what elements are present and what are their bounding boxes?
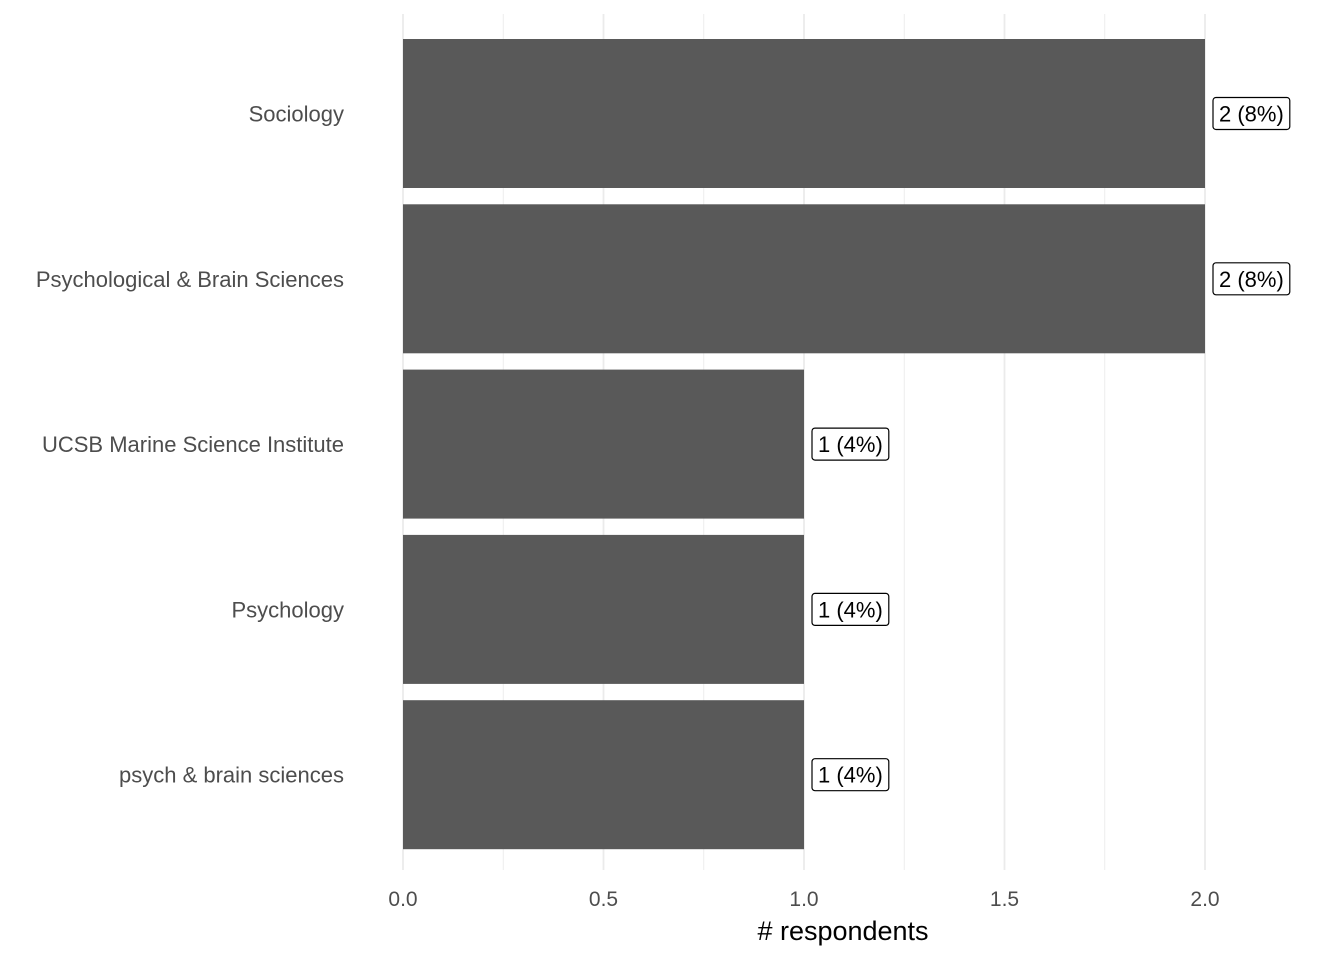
- category-label: Psychology: [231, 597, 344, 622]
- data-label-box: [811, 758, 890, 792]
- x-tick-label: 1.0: [789, 888, 818, 911]
- x-tick-label: 2.0: [1190, 888, 1219, 911]
- data-label-text: 2 (8%): [1219, 267, 1284, 292]
- data-label-text: 1 (4%): [818, 597, 883, 622]
- data-label: 2 (8%): [1212, 262, 1291, 296]
- data-label: 1 (4%): [811, 592, 890, 627]
- x-axis-ticks: 0.0 0.5 1.0 1.5 2.0: [388, 888, 1219, 911]
- data-label-text: 1 (4%): [818, 763, 883, 788]
- data-label-box: [811, 427, 890, 461]
- data-label: 2 (8%): [1212, 96, 1291, 131]
- bar: [403, 700, 804, 850]
- bar: [403, 204, 1205, 354]
- bar: [403, 534, 804, 684]
- data-label-text: 1 (4%): [818, 432, 883, 457]
- x-tick-label: 1.5: [990, 888, 1019, 911]
- data-labels: 2 (8%) 2 (8%) 1 (4%) 1 (4%) 1 (4%): [811, 96, 1291, 792]
- category-label: psych & brain sciences: [119, 763, 344, 788]
- bar: [403, 369, 804, 519]
- category-label: Psychological & Brain Sciences: [36, 267, 344, 292]
- bar: [403, 39, 1205, 188]
- x-axis-title: # respondents: [757, 916, 928, 946]
- x-tick-label: 0.5: [589, 888, 618, 911]
- data-label: 1 (4%): [811, 758, 890, 792]
- data-label: 1 (4%): [811, 427, 890, 461]
- category-labels: Sociology Psychological & Brain Sciences U…: [36, 102, 344, 788]
- bars: [403, 39, 1205, 850]
- data-label-box: [1212, 96, 1291, 131]
- x-tick-label: 0.0: [388, 888, 417, 911]
- category-label: UCSB Marine Science Institute: [42, 432, 344, 457]
- category-label: Sociology: [249, 102, 344, 127]
- data-label-text: 2 (8%): [1219, 102, 1284, 127]
- data-label-box: [811, 592, 890, 627]
- data-label-box: [1212, 262, 1291, 296]
